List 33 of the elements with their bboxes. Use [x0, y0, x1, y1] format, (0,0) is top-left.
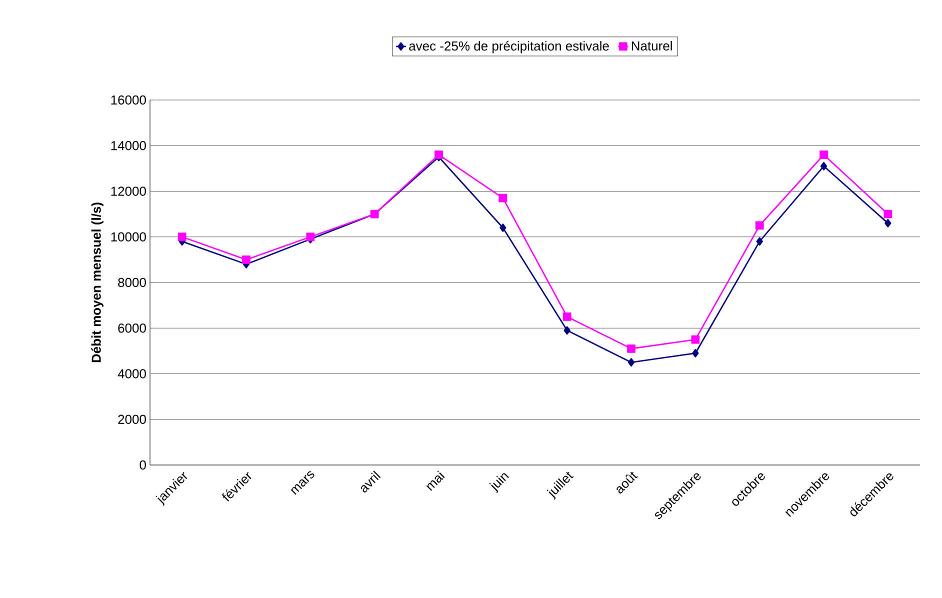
y-tick-label: 6000 — [118, 324, 146, 333]
point — [755, 221, 764, 230]
y-tick-label: 12000 — [111, 186, 146, 196]
legend-label: Naturel — [632, 40, 672, 51]
y-tick-label: 4000 — [118, 369, 146, 378]
x-tick-label: juin — [489, 473, 509, 494]
y-tick-label: 2000 — [118, 414, 146, 424]
point — [564, 326, 570, 335]
point — [692, 349, 699, 358]
x-tick-label: août — [616, 472, 638, 494]
point — [627, 344, 636, 353]
x-tick-label: avril — [360, 470, 381, 492]
point — [820, 162, 828, 170]
point — [820, 150, 828, 159]
point — [434, 150, 443, 159]
point — [884, 218, 892, 228]
point — [242, 255, 250, 264]
y-tick-label: 14000 — [111, 141, 146, 150]
point — [884, 210, 892, 218]
point — [691, 335, 700, 344]
legend-label: avec -25% de précipitation estivale — [409, 40, 609, 54]
point — [500, 224, 506, 232]
point — [756, 237, 763, 246]
point — [498, 194, 508, 202]
point — [562, 312, 572, 321]
y-tick-label: 0 — [140, 460, 146, 470]
y-tick-label: 16000 — [111, 95, 146, 105]
y-axis-title: Débit moyen mensuel (l/s) — [91, 202, 104, 362]
point — [178, 232, 186, 242]
point — [628, 358, 635, 367]
y-tick-label: 10000 — [111, 232, 146, 242]
y-tick-label: 8000 — [118, 278, 146, 288]
x-tick-label: mai — [426, 470, 445, 491]
